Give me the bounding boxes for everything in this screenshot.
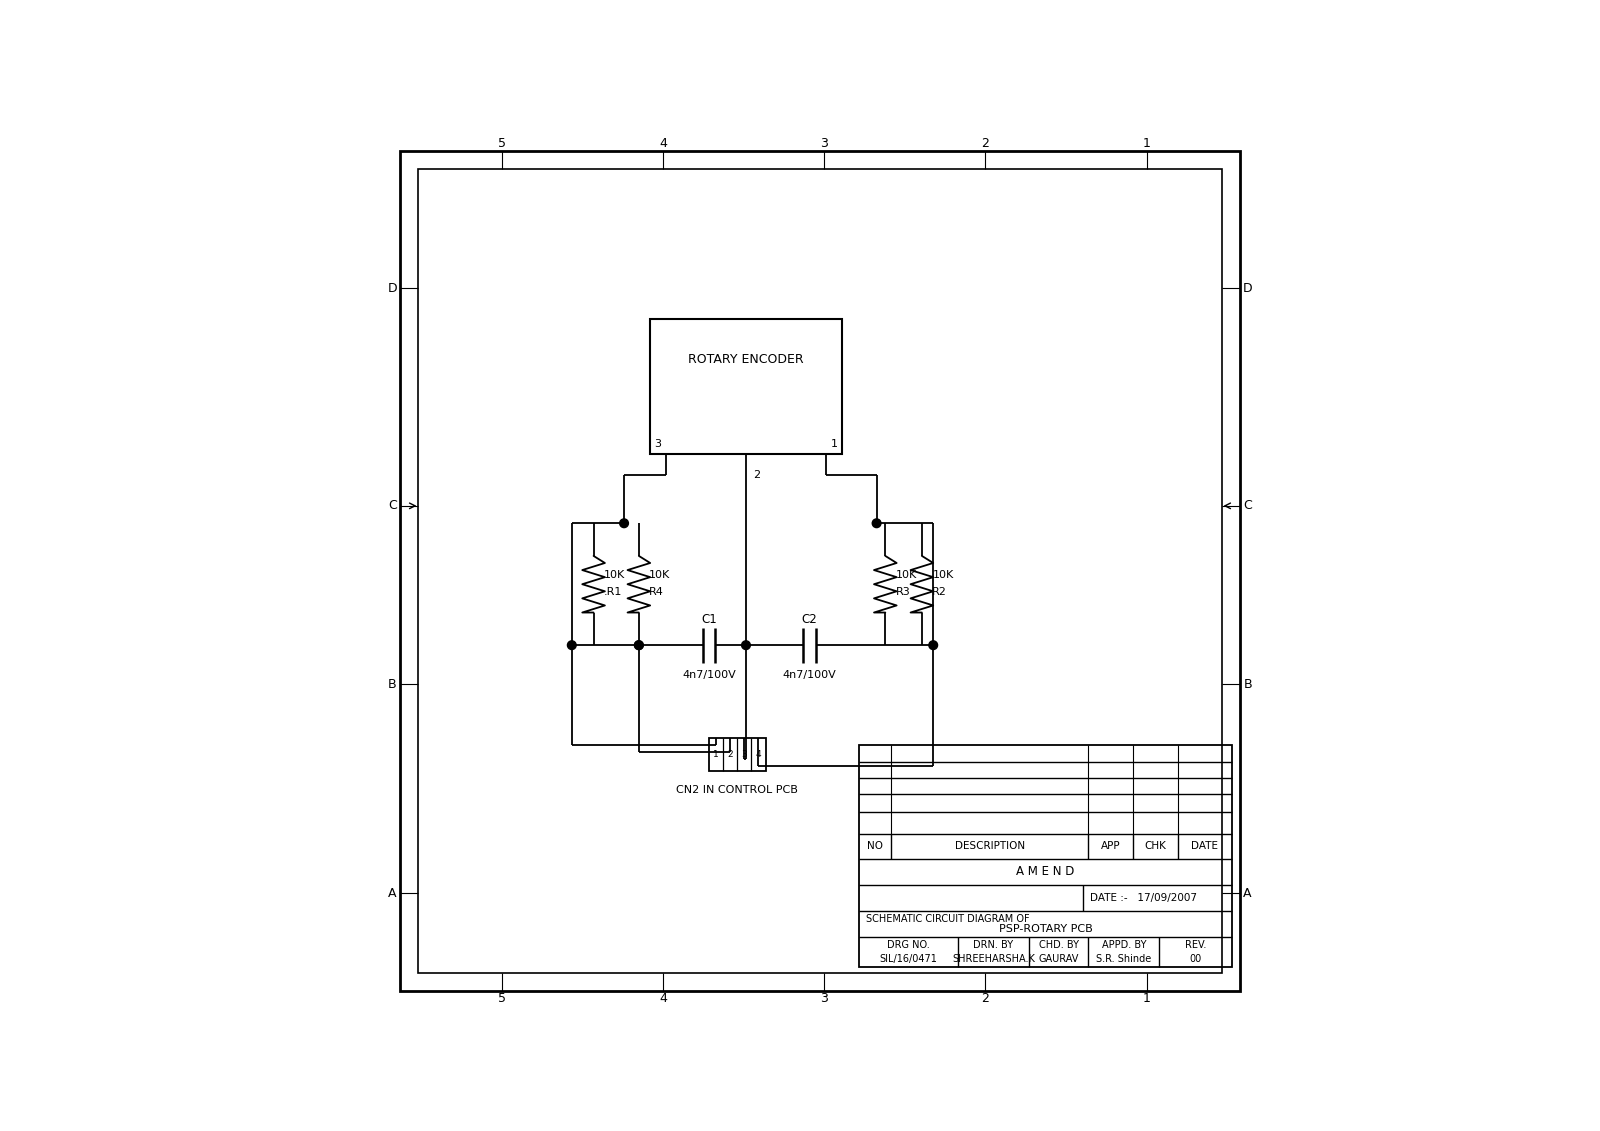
Text: CHD. BY: CHD. BY bbox=[1038, 941, 1078, 950]
Text: 4: 4 bbox=[659, 992, 667, 1005]
Text: 3: 3 bbox=[821, 137, 829, 150]
Text: DATE :-   17/09/2007: DATE :- 17/09/2007 bbox=[1090, 893, 1197, 903]
Circle shape bbox=[742, 641, 750, 649]
Text: C: C bbox=[1243, 500, 1251, 512]
Text: .R1: .R1 bbox=[605, 587, 622, 597]
Text: 00: 00 bbox=[1189, 955, 1202, 965]
Text: 3: 3 bbox=[821, 992, 829, 1005]
Text: R4: R4 bbox=[650, 587, 664, 597]
Text: SCHEMATIC CIRCUIT DIAGRAM OF: SCHEMATIC CIRCUIT DIAGRAM OF bbox=[866, 914, 1030, 924]
Text: 10K: 10K bbox=[896, 570, 917, 580]
Text: C1: C1 bbox=[701, 613, 717, 627]
Text: DATE: DATE bbox=[1192, 841, 1218, 852]
Text: ROTARY ENCODER: ROTARY ENCODER bbox=[688, 353, 803, 365]
Text: 3: 3 bbox=[654, 439, 661, 449]
Text: 5: 5 bbox=[498, 992, 506, 1005]
Circle shape bbox=[619, 519, 629, 527]
Text: S.R. Shinde: S.R. Shinde bbox=[1096, 955, 1152, 965]
Text: D: D bbox=[1243, 282, 1253, 294]
Text: APPD. BY: APPD. BY bbox=[1101, 941, 1146, 950]
Text: 4n7/100V: 4n7/100V bbox=[782, 670, 837, 680]
Text: 10K: 10K bbox=[933, 570, 954, 580]
Text: DRN. BY: DRN. BY bbox=[973, 941, 1013, 950]
Text: 5: 5 bbox=[498, 137, 506, 150]
Text: GAURAV: GAURAV bbox=[1038, 955, 1078, 965]
Text: PSP-ROTARY PCB: PSP-ROTARY PCB bbox=[998, 924, 1093, 934]
Text: 4n7/100V: 4n7/100V bbox=[683, 670, 736, 680]
Bar bbox=[859, 745, 1232, 967]
Text: SHREEHARSHA.K: SHREEHARSHA.K bbox=[952, 955, 1035, 965]
Text: 4: 4 bbox=[755, 750, 762, 759]
Circle shape bbox=[635, 641, 643, 649]
Text: 1: 1 bbox=[1142, 992, 1150, 1005]
Bar bbox=[709, 739, 765, 771]
Text: 3: 3 bbox=[741, 750, 747, 759]
Text: CN2 IN CONTROL PCB: CN2 IN CONTROL PCB bbox=[677, 785, 798, 794]
Text: DESCRIPTION: DESCRIPTION bbox=[955, 841, 1024, 852]
Text: D: D bbox=[387, 282, 397, 294]
Text: SIL/16/0471: SIL/16/0471 bbox=[880, 955, 938, 965]
Text: A M E N D: A M E N D bbox=[1016, 865, 1075, 879]
Text: DRG NO.: DRG NO. bbox=[888, 941, 930, 950]
Text: NO: NO bbox=[867, 841, 883, 852]
Text: R3: R3 bbox=[896, 587, 910, 597]
Text: 2: 2 bbox=[981, 992, 989, 1005]
Text: B: B bbox=[389, 677, 397, 691]
Text: 1: 1 bbox=[1142, 137, 1150, 150]
Text: C: C bbox=[389, 500, 397, 512]
Bar bbox=[650, 319, 842, 454]
Text: 10K: 10K bbox=[605, 570, 626, 580]
Circle shape bbox=[635, 641, 643, 649]
Text: 2: 2 bbox=[728, 750, 733, 759]
Text: CHK: CHK bbox=[1144, 841, 1166, 852]
Text: 10K: 10K bbox=[650, 570, 670, 580]
Text: A: A bbox=[1243, 887, 1251, 900]
Text: 1: 1 bbox=[714, 750, 718, 759]
Text: REV.: REV. bbox=[1186, 941, 1206, 950]
Text: R2: R2 bbox=[933, 587, 947, 597]
Circle shape bbox=[568, 641, 576, 649]
Text: B: B bbox=[1243, 677, 1251, 691]
Circle shape bbox=[872, 519, 882, 527]
Text: 1: 1 bbox=[830, 439, 837, 449]
Text: 2: 2 bbox=[754, 470, 760, 481]
Text: A: A bbox=[389, 887, 397, 900]
Text: 2: 2 bbox=[981, 137, 989, 150]
Text: C2: C2 bbox=[802, 613, 818, 627]
Text: 4: 4 bbox=[659, 137, 667, 150]
Text: APP: APP bbox=[1101, 841, 1120, 852]
Circle shape bbox=[930, 641, 938, 649]
